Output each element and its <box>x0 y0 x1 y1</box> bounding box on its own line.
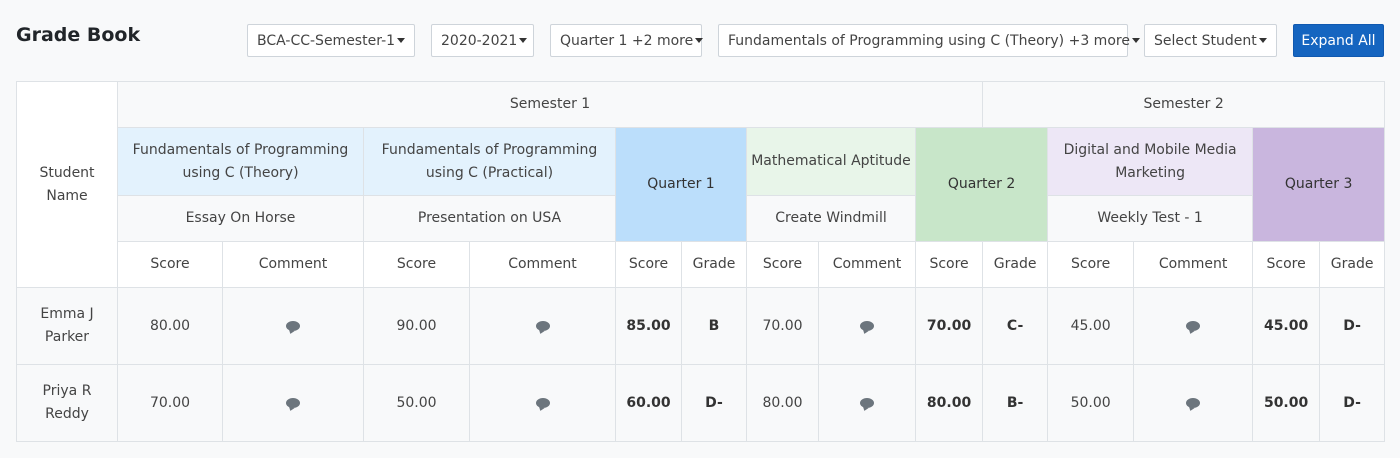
comment-cell[interactable] <box>818 287 916 365</box>
comment-column-header: Comment <box>222 241 364 288</box>
semester-2-header: Semester 2 <box>982 81 1386 128</box>
score-cell: 90.00 <box>363 287 470 365</box>
score-column-header: Score <box>117 241 223 288</box>
expand-all-button[interactable]: Expand All <box>1293 24 1384 57</box>
comment-column-header: Comment <box>818 241 916 288</box>
quarter-score-cell: 45.00 <box>1252 287 1321 365</box>
quarter-1-header: Quarter 1 <box>615 127 747 242</box>
comment-cell[interactable] <box>469 364 616 442</box>
quarter-grade-cell: B- <box>982 364 1049 442</box>
score-cell: 70.00 <box>746 287 819 365</box>
student-select[interactable]: Select Student <box>1144 24 1277 57</box>
assessment-header: Weekly Test - 1 <box>1047 195 1254 242</box>
student-name: Emma J Parker <box>40 306 94 345</box>
table-row: Emma J Parker 80.00 90.00 85.00 B 70.00 … <box>16 287 1386 365</box>
score-column-header: Score <box>914 241 984 288</box>
comment-column-header: Comment <box>469 241 616 288</box>
comment-cell[interactable] <box>1133 287 1254 365</box>
year-select[interactable]: 2020-2021 <box>431 24 534 57</box>
quarter-grade-cell: C- <box>982 287 1049 365</box>
comment-cell[interactable] <box>222 287 364 365</box>
assessment-header: Essay On Horse <box>117 195 364 242</box>
quarter-3-header: Quarter 3 <box>1252 127 1386 242</box>
score-cell: 50.00 <box>363 364 470 442</box>
quarter-score-cell: 70.00 <box>914 287 984 365</box>
grade-column-header: Grade <box>982 241 1049 288</box>
assessment-header: Presentation on USA <box>363 195 616 242</box>
course-header: Fundamentals of Programming using C (Pra… <box>363 127 616 196</box>
student-name: Priya R Reddy <box>42 383 92 422</box>
comment-icon[interactable] <box>860 320 874 331</box>
student-name-header-label: Student Name <box>39 164 95 204</box>
score-cell: 50.00 <box>1047 364 1135 442</box>
quarter-grade-cell: D- <box>1319 364 1386 442</box>
comment-cell[interactable] <box>222 364 364 442</box>
score-column-header: Score <box>363 241 470 288</box>
program-select-label: BCA-CC-Semester-1 <box>257 32 396 49</box>
subject-select[interactable]: Fundamentals of Programming using C (The… <box>718 24 1140 57</box>
quarter-grade-cell: D- <box>681 364 747 442</box>
score-column-header: Score <box>615 241 682 288</box>
subject-select-label: Fundamentals of Programming using C (The… <box>728 32 1130 49</box>
comment-icon[interactable] <box>286 397 300 408</box>
assessment-header: Create Windmill <box>746 195 916 242</box>
chevron-down-icon <box>695 38 704 43</box>
chevron-down-icon <box>1131 38 1140 43</box>
year-select-label: 2020-2021 <box>441 32 518 49</box>
comment-cell[interactable] <box>469 287 616 365</box>
score-cell: 70.00 <box>117 364 223 442</box>
program-select[interactable]: BCA-CC-Semester-1 <box>247 24 415 57</box>
comment-icon[interactable] <box>860 397 874 408</box>
student-name-cell: Emma J Parker <box>16 287 118 365</box>
student-select-label: Select Student <box>1154 32 1257 49</box>
course-header: Mathematical Aptitude <box>746 127 916 196</box>
student-name-cell: Priya R Reddy <box>16 364 118 442</box>
quarter-score-cell: 80.00 <box>914 364 984 442</box>
chevron-down-icon <box>397 38 406 43</box>
score-cell: 45.00 <box>1047 287 1135 365</box>
grade-column-header: Grade <box>1319 241 1386 288</box>
course-header: Fundamentals of Programming using C (The… <box>117 127 364 196</box>
comment-icon[interactable] <box>535 397 550 408</box>
score-cell: 80.00 <box>746 364 819 442</box>
chevron-down-icon <box>1258 38 1267 43</box>
score-cell: 80.00 <box>117 287 223 365</box>
comment-cell[interactable] <box>818 364 916 442</box>
quarter-grade-cell: D- <box>1319 287 1386 365</box>
quarter-select-label: Quarter 1 +2 more <box>560 32 694 49</box>
comment-column-header: Comment <box>1133 241 1254 288</box>
comment-cell[interactable] <box>1133 364 1254 442</box>
chevron-down-icon <box>519 38 528 43</box>
score-column-header: Score <box>1047 241 1135 288</box>
score-column-header: Score <box>1252 241 1321 288</box>
grade-column-header: Grade <box>681 241 747 288</box>
page-title: Grade Book <box>16 24 141 46</box>
comment-icon[interactable] <box>286 320 300 331</box>
course-header: Digital and Mobile Media Marketing <box>1047 127 1254 196</box>
comment-icon[interactable] <box>535 320 550 331</box>
grade-book-table: Student Name Semester 1 Semester 2 Funda… <box>16 81 1386 442</box>
quarter-score-cell: 50.00 <box>1252 364 1321 442</box>
quarter-select[interactable]: Quarter 1 +2 more <box>550 24 704 57</box>
quarter-2-header: Quarter 2 <box>914 127 1049 242</box>
score-column-header: Score <box>746 241 819 288</box>
semester-1-header: Semester 1 <box>116 81 984 128</box>
quarter-grade-cell: B <box>681 287 747 365</box>
student-name-header: Student Name <box>16 81 118 288</box>
quarter-score-cell: 60.00 <box>615 364 682 442</box>
table-row: Priya R Reddy 70.00 50.00 60.00 D- 80.00… <box>16 364 1386 442</box>
quarter-score-cell: 85.00 <box>615 287 682 365</box>
comment-icon[interactable] <box>1186 320 1201 331</box>
comment-icon[interactable] <box>1186 397 1201 408</box>
